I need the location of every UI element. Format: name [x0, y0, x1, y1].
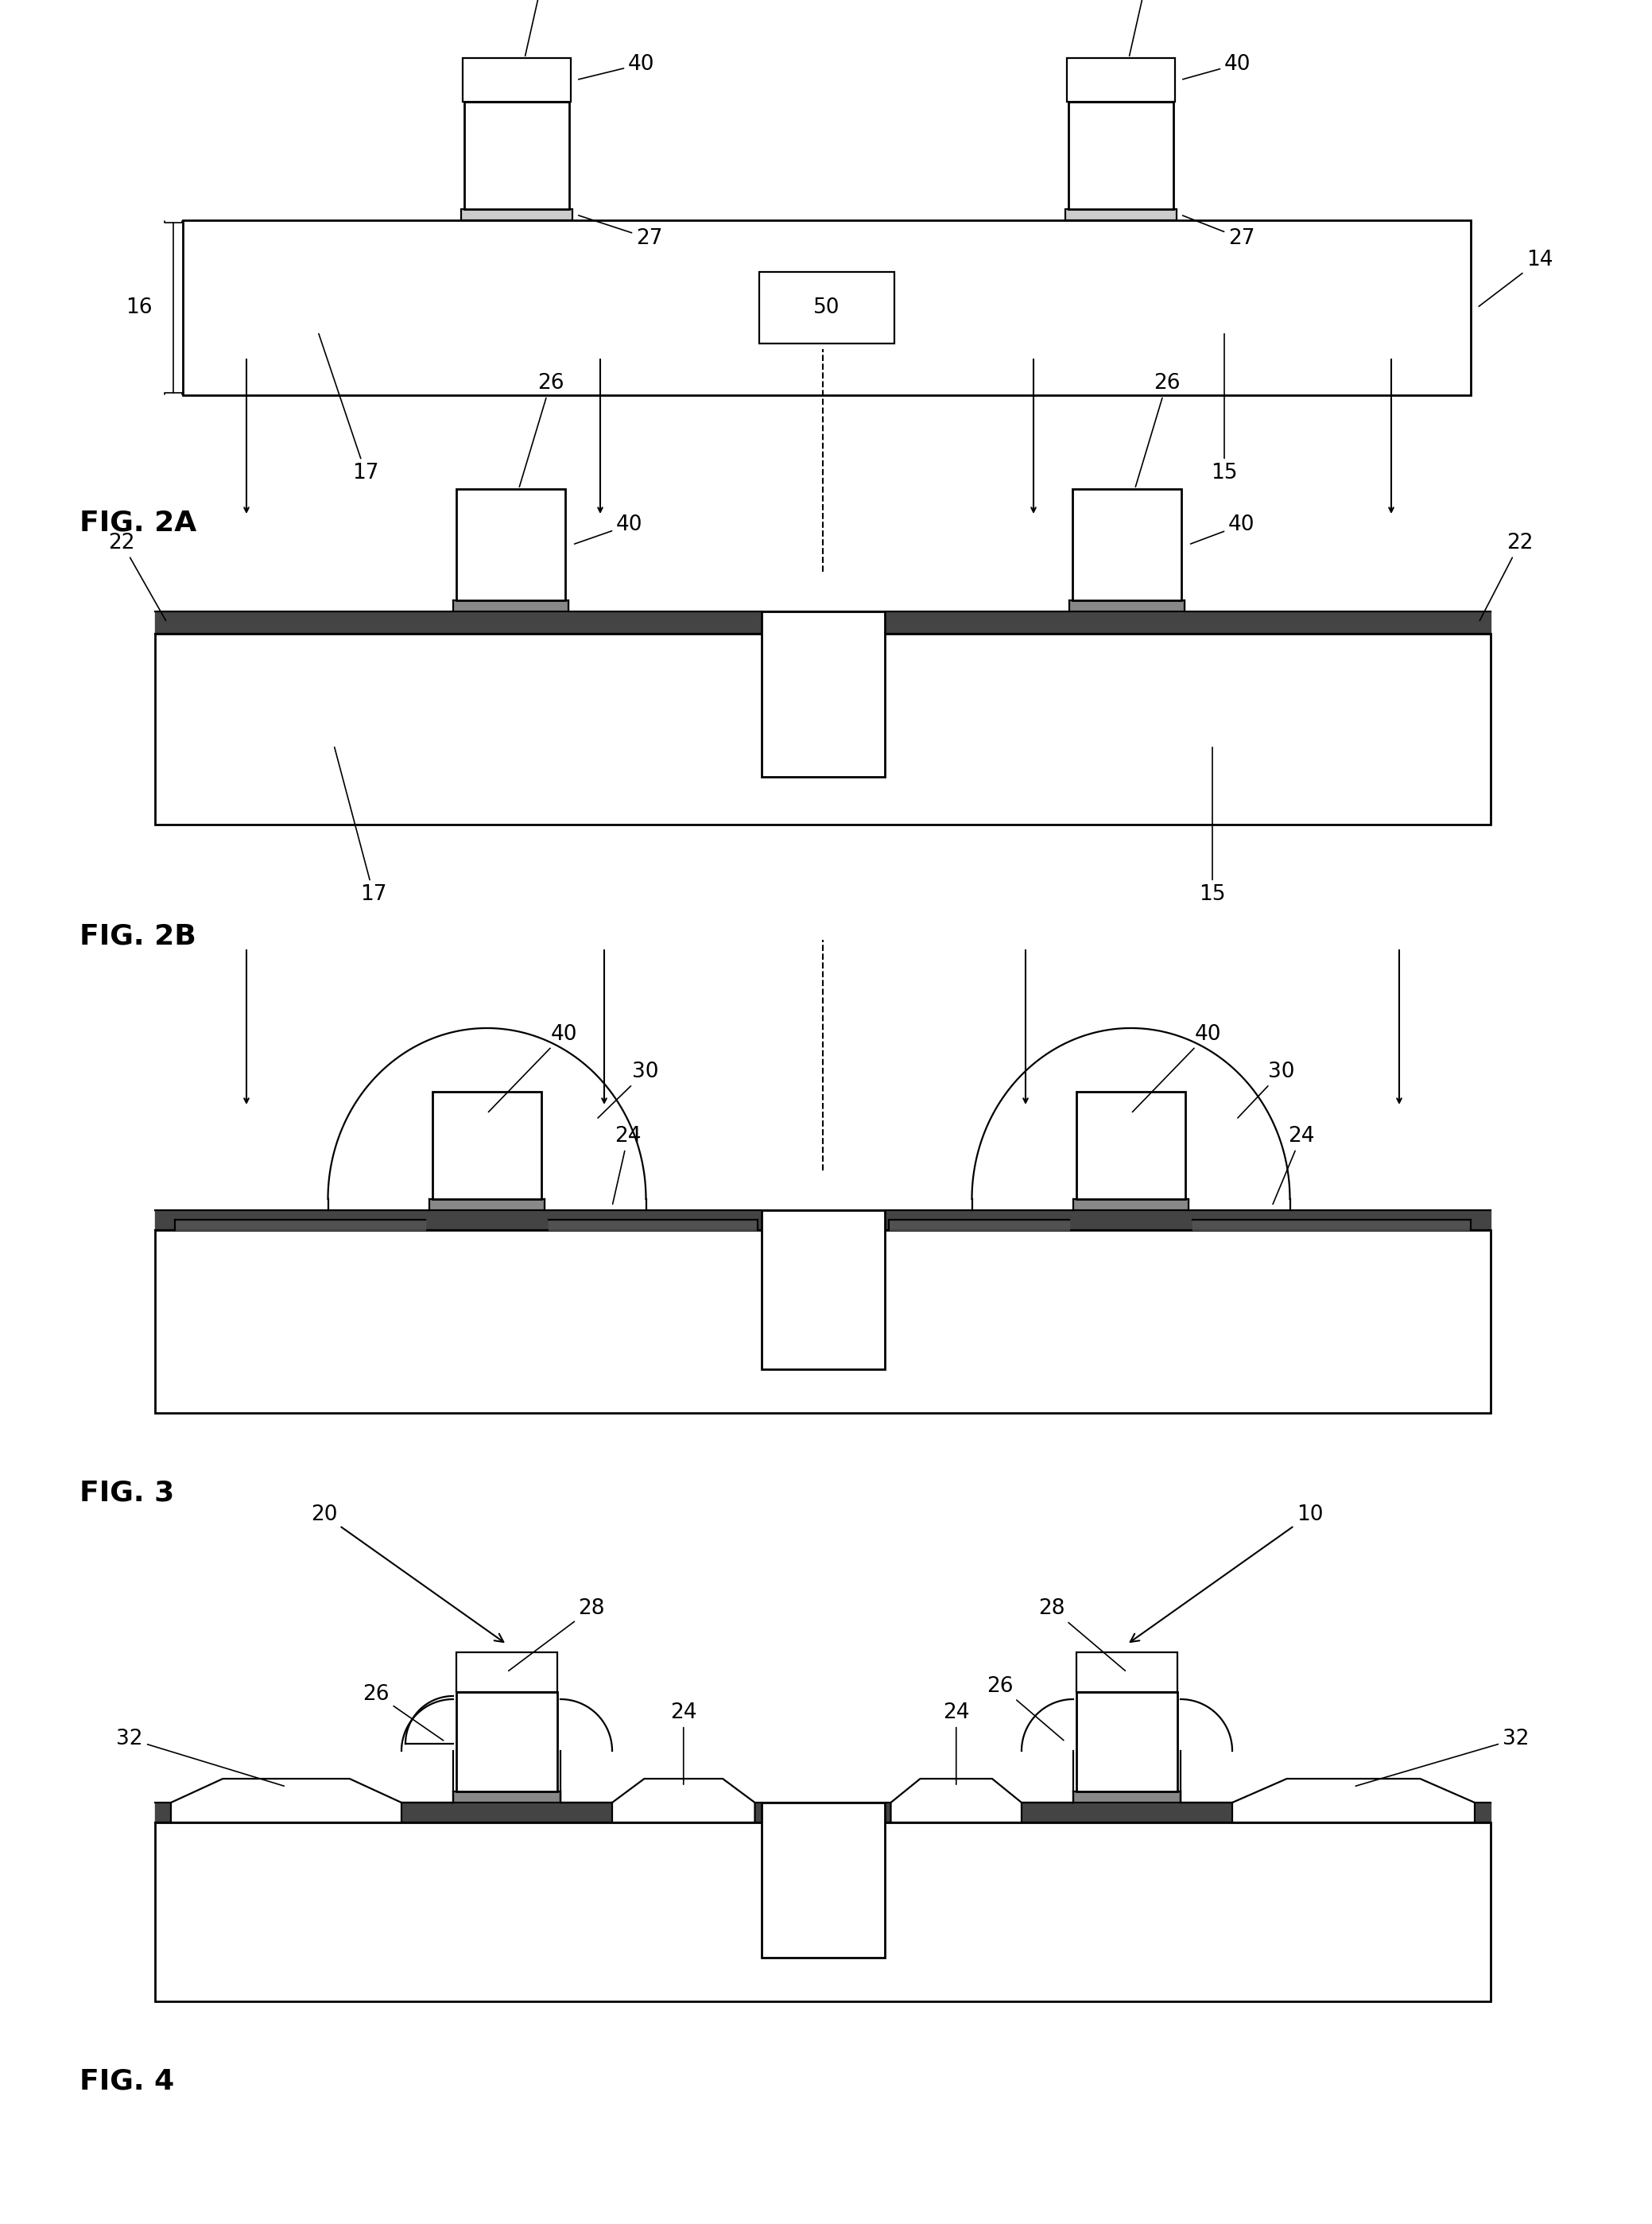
FancyBboxPatch shape: [1066, 209, 1176, 220]
Text: 40: 40: [1183, 53, 1251, 80]
Text: 17: 17: [319, 334, 378, 483]
Text: 22: 22: [109, 534, 165, 620]
Text: 16: 16: [126, 298, 152, 318]
FancyBboxPatch shape: [1077, 1652, 1178, 1692]
Text: 40: 40: [1132, 1023, 1221, 1112]
Text: 40: 40: [489, 1023, 577, 1112]
Text: 24: 24: [613, 1125, 641, 1203]
FancyBboxPatch shape: [1067, 58, 1175, 102]
Text: 24: 24: [671, 1701, 697, 1784]
Text: 22: 22: [1480, 534, 1533, 620]
FancyBboxPatch shape: [155, 1821, 1490, 2002]
FancyBboxPatch shape: [463, 58, 572, 102]
FancyBboxPatch shape: [1077, 1092, 1186, 1199]
FancyBboxPatch shape: [433, 1092, 542, 1199]
Text: 27: 27: [1183, 216, 1256, 249]
Text: 40: 40: [575, 514, 643, 545]
FancyBboxPatch shape: [456, 489, 565, 600]
FancyBboxPatch shape: [762, 612, 884, 776]
Text: FIG. 2A: FIG. 2A: [79, 509, 197, 536]
FancyBboxPatch shape: [762, 1210, 884, 1370]
FancyBboxPatch shape: [1072, 489, 1181, 600]
FancyBboxPatch shape: [456, 1652, 557, 1692]
Polygon shape: [1232, 1779, 1475, 1821]
Text: 28: 28: [1039, 1599, 1125, 1670]
Text: 32: 32: [117, 1728, 284, 1786]
Text: 40: 40: [1191, 514, 1256, 545]
FancyBboxPatch shape: [155, 1230, 1490, 1412]
FancyBboxPatch shape: [762, 1804, 884, 1957]
Text: 30: 30: [1237, 1061, 1295, 1119]
Text: 28: 28: [509, 1599, 605, 1670]
Text: FIG. 4: FIG. 4: [79, 2068, 175, 2095]
Text: 17: 17: [334, 747, 387, 905]
Text: 15: 15: [1199, 747, 1226, 905]
Text: 24: 24: [943, 1701, 970, 1784]
Text: 14: 14: [1479, 249, 1553, 307]
Text: FIG. 3: FIG. 3: [79, 1479, 175, 1506]
FancyBboxPatch shape: [456, 1692, 557, 1793]
Text: 30: 30: [598, 1061, 659, 1119]
Text: 27: 27: [578, 216, 662, 249]
Text: 10: 10: [1130, 1503, 1323, 1641]
FancyBboxPatch shape: [1077, 1692, 1178, 1793]
Text: 26: 26: [525, 0, 562, 56]
Text: 26: 26: [519, 374, 563, 487]
Polygon shape: [613, 1779, 755, 1821]
FancyBboxPatch shape: [760, 271, 894, 342]
Text: 26: 26: [986, 1675, 1064, 1741]
Text: 26: 26: [1135, 374, 1180, 487]
Text: 26: 26: [1130, 0, 1166, 56]
FancyBboxPatch shape: [464, 102, 570, 209]
FancyBboxPatch shape: [183, 220, 1470, 396]
FancyBboxPatch shape: [461, 209, 572, 220]
Polygon shape: [890, 1779, 1021, 1821]
FancyBboxPatch shape: [1069, 102, 1173, 209]
Polygon shape: [170, 1779, 401, 1821]
Text: 24: 24: [1272, 1125, 1315, 1203]
Text: 32: 32: [1356, 1728, 1530, 1786]
Text: 15: 15: [1211, 334, 1237, 483]
Text: 20: 20: [311, 1503, 504, 1641]
Text: FIG. 2B: FIG. 2B: [79, 923, 197, 950]
Text: 26: 26: [363, 1684, 443, 1741]
Text: 40: 40: [578, 53, 654, 80]
FancyBboxPatch shape: [155, 634, 1490, 825]
Text: 50: 50: [813, 298, 841, 318]
